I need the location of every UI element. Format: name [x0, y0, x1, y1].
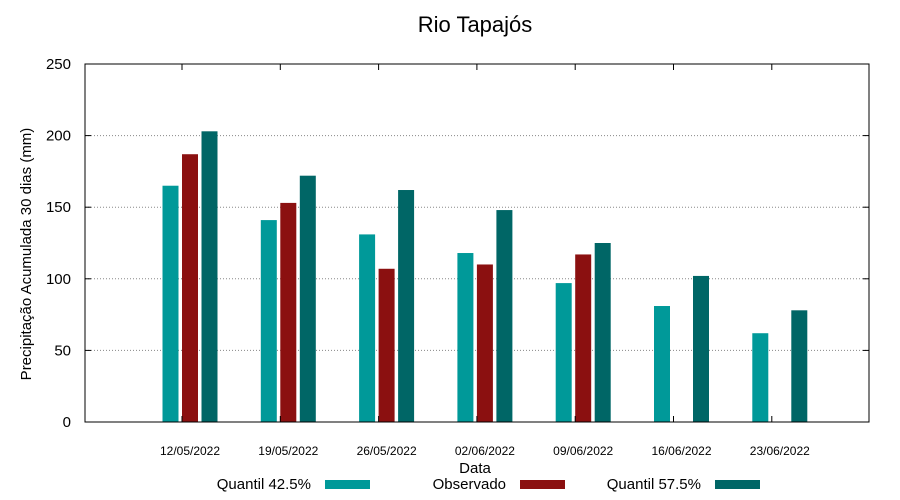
y-tick-label: 250 [46, 56, 71, 73]
legend-swatch [325, 480, 370, 489]
bar-quantil-57-5--5 [693, 275, 709, 422]
bar-quantil-42-5--6 [752, 333, 769, 422]
legend: Quantil 42.5% Observado Quantil 57.5% [217, 476, 760, 493]
legend-label: Quantil 57.5% [607, 476, 701, 493]
bar-quantil-42-5--5 [654, 306, 670, 422]
bar-quantil-57-5--0 [201, 131, 218, 422]
x-axis-label: Data [459, 460, 491, 477]
x-tick-label: 23/06/2022 [750, 444, 810, 458]
y-axis-ticks: 0 50 100 150 200 250 [46, 56, 869, 431]
bar-quantil-42-5--4 [555, 283, 572, 422]
bar-observado-2 [378, 268, 395, 422]
x-tick-label: 26/05/2022 [357, 444, 417, 458]
legend-swatch [715, 480, 760, 489]
y-tick-label: 200 [46, 128, 71, 145]
bar-quantil-42-5--0 [162, 185, 179, 422]
bar-observado-3 [476, 264, 493, 422]
bar-quantil-42-5--3 [457, 253, 474, 422]
bar-observado-0 [182, 154, 198, 422]
x-tick-label: 12/05/2022 [160, 444, 220, 458]
bar-quantil-57-5--3 [496, 210, 513, 422]
bar-observado-4 [575, 254, 592, 422]
bar-quantil-57-5--1 [299, 175, 316, 422]
y-axis-label: Precipitação Acumulada 30 dias (mm) [18, 128, 35, 381]
y-tick-label: 150 [46, 199, 71, 216]
y-tick-label: 0 [63, 414, 71, 431]
bar-observado-1 [280, 202, 297, 422]
bar-quantil-42-5--1 [260, 220, 277, 422]
x-tick-label: 19/05/2022 [258, 444, 318, 458]
y-tick-label: 100 [46, 271, 71, 288]
bar-quantil-57-5--4 [594, 243, 611, 422]
bar-quantil-57-5--6 [791, 310, 808, 422]
chart-title: Rio Tapajós [418, 12, 533, 37]
legend-label: Quantil 42.5% [217, 476, 311, 493]
legend-label: Observado [433, 476, 506, 493]
x-tick-label: 02/06/2022 [455, 444, 515, 458]
bar-quantil-42-5--2 [359, 234, 376, 422]
bar-quantil-57-5--2 [398, 190, 415, 422]
x-tick-label: 16/06/2022 [651, 444, 711, 458]
bars-group [162, 131, 808, 422]
x-axis-ticks: 12/05/2022 19/05/2022 26/05/2022 02/06/2022… [160, 64, 810, 458]
y-tick-label: 50 [54, 342, 71, 359]
legend-swatch [520, 480, 565, 489]
x-tick-label: 09/06/2022 [553, 444, 613, 458]
